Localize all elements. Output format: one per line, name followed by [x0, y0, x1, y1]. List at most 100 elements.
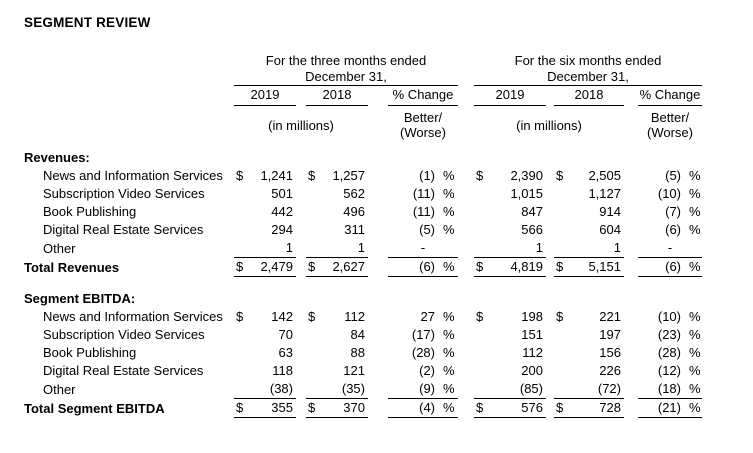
table-row: Other (38) (35) (9)% (85) (72) (18)%	[24, 380, 702, 399]
value-cell: 142	[271, 309, 293, 324]
dollar-sign	[306, 362, 320, 380]
spacer-row	[24, 277, 702, 291]
percent-sign: %	[689, 168, 701, 183]
value-cell: 1	[488, 239, 546, 258]
section-label: Revenues:	[24, 150, 90, 165]
group1-change-header: % Change	[388, 85, 458, 106]
group-gap	[458, 185, 474, 203]
col-gap	[368, 258, 388, 277]
value-cell: 576	[488, 398, 546, 418]
dollar-sign: $	[474, 257, 488, 277]
col-gap	[296, 239, 306, 258]
dollar-sign	[234, 344, 248, 362]
table-row: Subscription Video Services 501 562 (11)% 1,…	[24, 185, 702, 203]
dollar-sign	[554, 362, 568, 380]
dollar-sign	[554, 239, 568, 258]
dollar-sign	[234, 203, 248, 221]
group1-units-label: (in millions)	[268, 117, 334, 133]
col-gap	[624, 344, 638, 362]
value-cell: 112	[522, 345, 543, 360]
units-row: (in millions) Better/ (Worse) (in millio…	[24, 106, 702, 150]
value-cell: 2,479	[248, 257, 296, 277]
group-gap	[458, 53, 474, 69]
dollar-sign: $	[474, 398, 488, 418]
change-cell: (28)	[411, 345, 435, 360]
table-row: Digital Real Estate Services 118 121 (2)% 20…	[24, 362, 702, 380]
group1-year-2019-header: 2019	[234, 85, 296, 106]
dollar-sign	[474, 239, 488, 258]
group-gap	[458, 380, 474, 399]
percent-sign: %	[684, 380, 702, 399]
value-cell: (85)	[488, 380, 546, 399]
dollar-sign	[306, 239, 320, 258]
better-label: Better/	[650, 110, 690, 125]
row-label: Book Publishing	[43, 345, 137, 360]
dollar-sign	[554, 185, 568, 203]
table-row: Book Publishing 63 88 (28)% 112 156 (28)%	[24, 344, 702, 362]
col-gap	[546, 326, 554, 344]
dollar-sign: $	[476, 168, 484, 183]
corner-cell	[24, 69, 234, 86]
change-cell: (4)	[388, 398, 438, 418]
value-cell: 63	[278, 345, 293, 360]
row-label: Digital Real Estate Services	[43, 363, 204, 378]
value-cell: 5,151	[568, 257, 624, 277]
col-gap	[546, 221, 554, 239]
group-gap	[458, 203, 474, 221]
row-label: Digital Real Estate Services	[43, 222, 204, 237]
change-cell: (17)	[411, 327, 435, 342]
row-label: Subscription Video Services	[43, 327, 205, 342]
dollar-sign	[474, 203, 488, 221]
percent-sign: %	[438, 257, 458, 277]
group-gap	[458, 362, 474, 380]
value-cell: 355	[248, 398, 296, 418]
total-row: Total Revenues $2,479 $2,627 (6)% $4,819 $5,1…	[24, 257, 702, 277]
change-cell: (18)	[638, 380, 684, 399]
worse-label: (Worse)	[647, 125, 693, 140]
value-cell: 294	[271, 222, 293, 237]
change-cell: (21)	[638, 398, 684, 418]
dollar-sign	[474, 344, 488, 362]
value-cell: 226	[599, 363, 621, 378]
period-row: For the three months ended For the six m…	[24, 53, 702, 69]
percent-sign: %	[689, 327, 701, 342]
corner-cell	[24, 106, 234, 150]
col-gap	[296, 362, 306, 380]
col-gap	[624, 380, 638, 399]
table-row: News and Information Services $142 $112 27%…	[24, 308, 702, 326]
percent-sign: %	[443, 309, 455, 324]
percent-sign: %	[689, 222, 701, 237]
table-row: Book Publishing 442 496 (11)% 847 914 (7)%	[24, 203, 702, 221]
dollar-sign: $	[476, 309, 484, 324]
col-gap	[546, 258, 554, 277]
col-gap	[368, 399, 388, 418]
dollar-sign	[234, 362, 248, 380]
group2-date-label: December 31,	[474, 69, 702, 86]
dollar-sign	[234, 326, 248, 344]
col-gap	[624, 399, 638, 418]
col-gap	[296, 86, 306, 106]
col-gap	[624, 221, 638, 239]
col-gap	[624, 106, 638, 150]
percent-sign: %	[689, 309, 701, 324]
year-row: 2019 2018 % Change 2019 2018 % Change	[24, 85, 702, 106]
date-row: December 31, December 31,	[24, 69, 702, 86]
group2-change-header: % Change	[638, 85, 702, 106]
section-header-row: Segment EBITDA:	[24, 290, 702, 308]
col-gap	[546, 86, 554, 106]
change-cell: 27	[420, 309, 435, 324]
change-cell: (9)	[388, 380, 438, 399]
value-cell: 914	[599, 204, 621, 219]
percent-sign: %	[689, 345, 701, 360]
col-gap	[624, 362, 638, 380]
col-gap	[368, 326, 388, 344]
dollar-sign	[554, 380, 568, 399]
percent-sign: %	[689, 363, 701, 378]
col-gap	[296, 399, 306, 418]
value-cell: 197	[599, 327, 621, 342]
table-row: Subscription Video Services 70 84 (17)% 151 1…	[24, 326, 702, 344]
value-cell: 496	[343, 204, 365, 219]
percent-sign: %	[443, 186, 455, 201]
percent-sign: %	[443, 363, 455, 378]
group2-period-label: For the six months ended	[514, 53, 662, 68]
